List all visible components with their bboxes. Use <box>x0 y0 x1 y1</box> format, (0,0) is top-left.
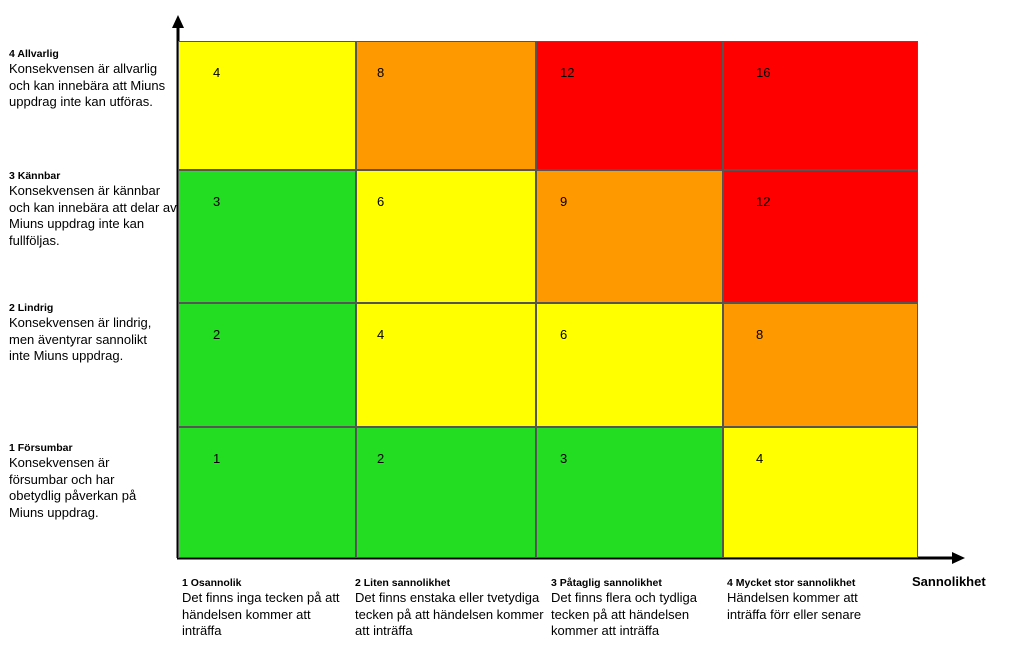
consequence-desc-line: Konsekvensen är allvarlig <box>9 61 158 76</box>
matrix-cell: 4 <box>356 303 536 427</box>
cell-value: 6 <box>377 194 385 209</box>
likelihood-desc-line: inträffa förr eller senare <box>727 606 862 622</box>
cell-value: 1 <box>213 451 221 466</box>
matrix-cell: 12 <box>723 170 918 303</box>
consequence-desc-line: försumbar och har <box>9 471 115 487</box>
cell-value: 2 <box>377 451 385 466</box>
matrix-cell: 4 <box>723 427 918 558</box>
likelihood-desc-line: Det finns enstaka eller tvetydiga <box>355 590 540 605</box>
consequence-desc-line: inte Miuns uppdrag. <box>9 348 124 363</box>
cell-value: 12 <box>756 194 771 209</box>
consequence-title: 3 Kännbar <box>9 170 61 182</box>
likelihood-level: 1 Osannolik Det finns inga tecken på att h… <box>182 577 372 640</box>
matrix-cell: 2 <box>356 427 536 558</box>
consequence-title: 4 Allvarlig <box>9 48 59 60</box>
likelihood-title: 4 Mycket stor sannolikhet <box>727 577 856 589</box>
matrix-cell: 8 <box>356 41 536 170</box>
matrix-cell: 6 <box>356 170 536 303</box>
matrix-cell: 2 <box>178 303 356 427</box>
consequence-desc-line: Konsekvensen är <box>9 455 110 470</box>
y-axis-arrow-icon <box>172 15 184 28</box>
consequence-desc-line: Konsekvensen är kännbar <box>9 183 161 198</box>
likelihood-level: 4 Mycket stor sannolikhet Händelsen komme… <box>727 577 917 623</box>
consequence-desc-line: och kan innebära att delar av <box>9 199 177 215</box>
likelihood-level: 2 Liten sannolikhet Det finns enstaka ell… <box>355 577 545 640</box>
matrix-cell: 8 <box>723 303 918 427</box>
matrix-cell: 12 <box>536 41 723 170</box>
consequence-desc-line: obetydlig påverkan på <box>9 488 137 503</box>
cell-value: 16 <box>756 65 771 80</box>
consequence-level: 4 Allvarlig Konsekvensen är allvarlig och … <box>9 48 179 111</box>
matrix-cell: 9 <box>536 170 723 303</box>
matrix-cell: 3 <box>178 170 356 303</box>
cell-value: 4 <box>756 451 764 466</box>
cell-value: 4 <box>377 327 385 342</box>
x-axis-arrow-icon <box>952 552 965 564</box>
consequence-desc-line: Miuns uppdrag. <box>9 504 99 520</box>
cell-value: 2 <box>213 327 221 342</box>
likelihood-desc-line: Det finns flera och tydliga <box>551 590 697 605</box>
cell-value: 9 <box>560 194 568 209</box>
cell-value: 8 <box>377 65 385 80</box>
matrix-cell: 16 <box>723 41 918 170</box>
likelihood-desc-line: kommer att inträffa <box>551 623 660 638</box>
consequence-level: 3 Kännbar Konsekvensen är kännbar och kan … <box>9 170 179 249</box>
cell-value: 12 <box>560 65 575 80</box>
likelihood-desc-line: händelsen kommer att <box>182 606 311 622</box>
matrix-cell: 1 <box>178 427 356 558</box>
likelihood-title: 3 Påtaglig sannolikhet <box>551 577 662 589</box>
matrix-cell: 4 <box>178 41 356 170</box>
consequence-title: 1 Försumbar <box>9 442 73 454</box>
matrix-cell: 6 <box>536 303 723 427</box>
cell-value: 3 <box>560 451 568 466</box>
consequence-level: 1 Försumbar Konsekvensen är försumbar och … <box>9 442 179 521</box>
likelihood-desc-line: Händelsen kommer att <box>727 590 858 605</box>
likelihood-title: 2 Liten sannolikhet <box>355 577 451 589</box>
x-axis-title: Sannolikhet <box>912 574 986 589</box>
cell-value: 8 <box>756 327 764 342</box>
cell-value: 3 <box>213 194 221 209</box>
consequence-title: 2 Lindrig <box>9 302 54 314</box>
consequence-desc-line: och kan innebära att Miuns <box>9 77 166 93</box>
consequence-level: 2 Lindrig Konsekvensen är lindrig, men äve… <box>9 302 179 365</box>
consequence-desc-line: uppdrag inte kan utföras. <box>9 94 153 109</box>
consequence-desc-line: Konsekvensen är lindrig, <box>9 315 152 330</box>
cell-value: 4 <box>213 65 221 80</box>
consequence-desc-line: men äventyrar sannolikt <box>9 331 148 347</box>
likelihood-desc-line: att inträffa <box>355 623 413 638</box>
matrix-cell: 3 <box>536 427 723 558</box>
likelihood-desc-line: Det finns inga tecken på att <box>182 590 340 605</box>
consequence-desc-line: fullföljas. <box>9 232 60 248</box>
consequence-desc-line: Miuns uppdrag inte kan <box>9 216 145 231</box>
likelihood-desc-line: tecken på att händelsen <box>551 606 690 622</box>
likelihood-title: 1 Osannolik <box>182 577 242 589</box>
cell-value: 6 <box>560 327 568 342</box>
likelihood-desc-line: tecken på att händelsen kommer <box>355 606 544 622</box>
likelihood-desc-line: inträffa <box>182 623 222 638</box>
likelihood-level: 3 Påtaglig sannolikhet Det finns flera oc… <box>551 577 741 640</box>
